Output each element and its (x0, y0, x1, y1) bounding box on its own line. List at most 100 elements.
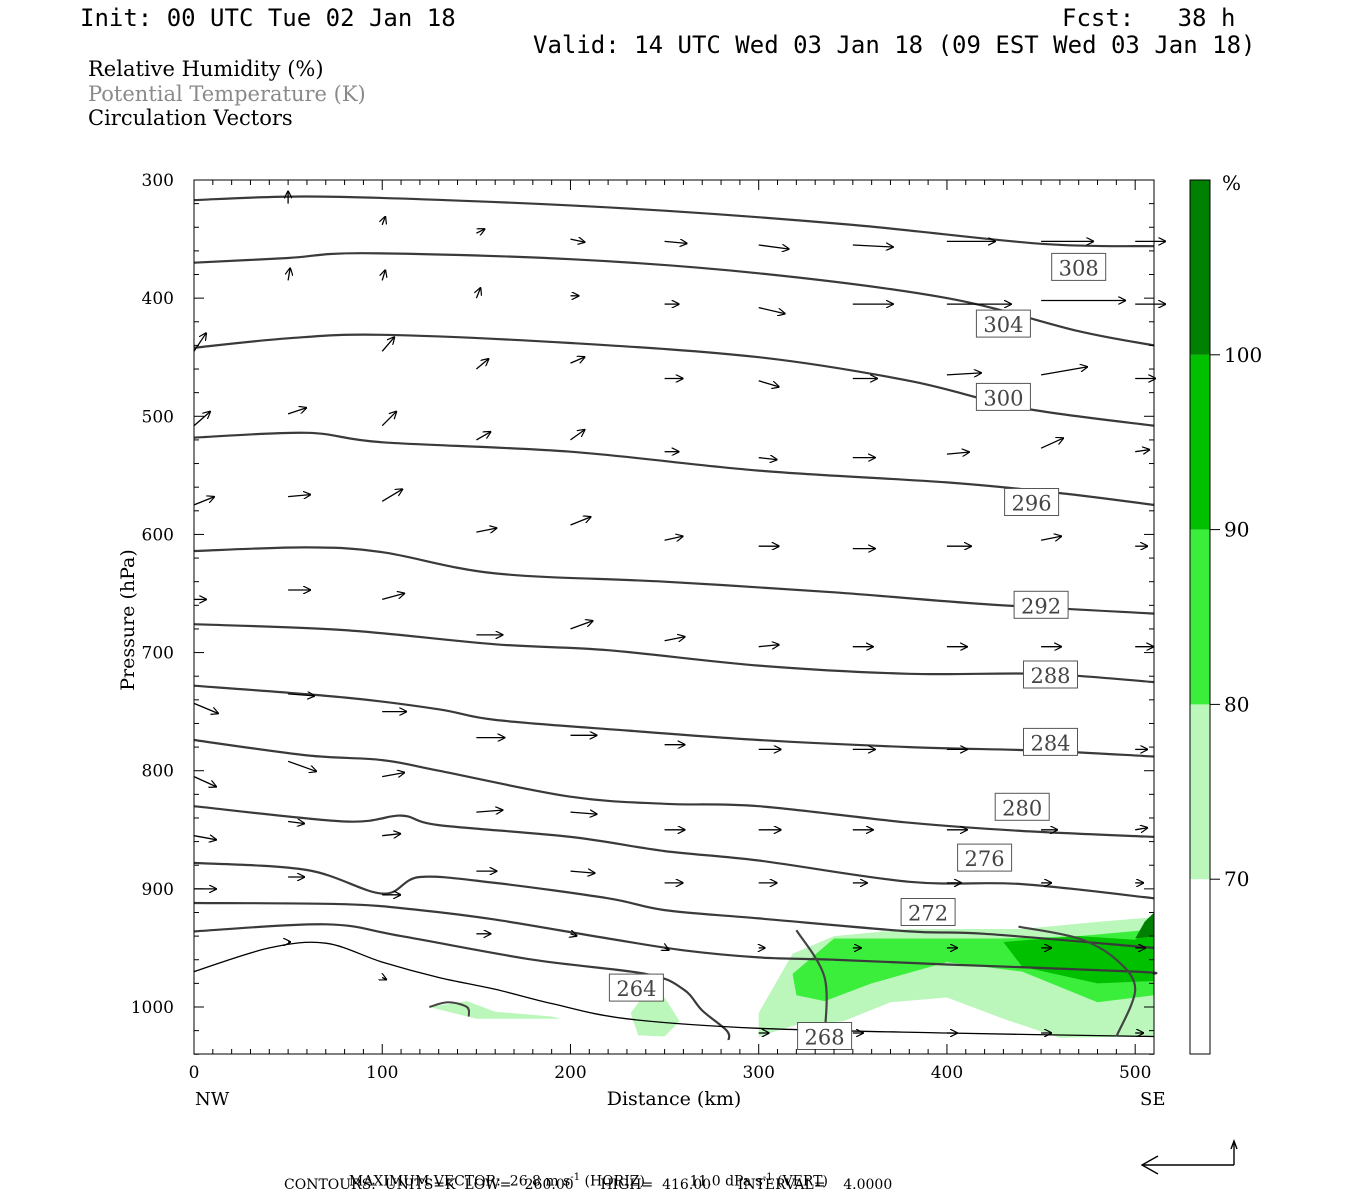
circulation-vector (193, 333, 206, 352)
legend-rh: Relative Humidity (%) (88, 57, 324, 81)
circulation-vector (758, 245, 789, 249)
circulation-vector (570, 812, 597, 814)
rh-region-100 (1135, 912, 1154, 939)
circulation-vector (382, 593, 404, 601)
isentrope-label: 276 (957, 843, 1013, 872)
colorbar-segment (1190, 180, 1210, 355)
x-tick-label: 500 (1119, 1063, 1151, 1083)
isentrope-label: 268 (797, 1022, 853, 1050)
y-tick-label: 1000 (131, 998, 174, 1018)
circulation-vector (570, 430, 585, 441)
circulation-vector (476, 288, 480, 299)
y-tick-label: 800 (142, 762, 174, 782)
circulation-vector (381, 412, 396, 427)
isentrope-label: 308 (1051, 252, 1107, 281)
x-tick-label: 300 (742, 1063, 774, 1083)
circulation-vector (287, 760, 316, 771)
circulation-vector (665, 948, 669, 950)
isentrope-label: 280 (994, 792, 1050, 821)
isentrope-line (193, 546, 1155, 615)
circulation-vector (1135, 828, 1147, 830)
isentrope-label-box (1023, 727, 1078, 756)
max-vector-line: MAXIMUM VECTOR: 26.8 m s-1 (HORIZ) 11.0 … (340, 1159, 828, 1189)
isentrope-label-box (900, 898, 956, 926)
y-tick-label: 900 (142, 880, 174, 900)
isentrope-line (1018, 925, 1137, 1037)
isentrope-label: 288 (1023, 660, 1078, 689)
circulation-vector (1040, 438, 1063, 449)
isentrope-label-text: 296 (1012, 492, 1052, 516)
isentrope-line (193, 684, 1155, 758)
circulation-vector (946, 452, 969, 454)
isentrope-label-box (608, 973, 664, 1002)
horiz-unit: (HORIZ) (584, 1173, 645, 1190)
contour-info-line: CONTOURS: UNITS=K LOW= 260.00 HIGH= 416.… (284, 1177, 893, 1193)
isentrope-label-text: 288 (1030, 664, 1070, 688)
isentrope-label-text: 272 (908, 902, 948, 926)
y-tick-label: 700 (142, 644, 174, 664)
max-vector-horiz: MAXIMUM VECTOR: 26.8 m s (348, 1173, 571, 1190)
vert-unit: (VERT) (777, 1173, 828, 1190)
circulation-vector (758, 458, 777, 460)
x-right-end-label: SE (1140, 1089, 1165, 1110)
circulation-vector (288, 694, 314, 696)
colorbar-level-label: 80 (1224, 692, 1249, 716)
circulation-vector (570, 357, 585, 364)
isentrope-label: 292 (1013, 590, 1069, 619)
isentrope-label-text: 268 (805, 1026, 845, 1050)
x-axis-title: Distance (km) (607, 1088, 742, 1110)
x-tick-label: 0 (189, 1063, 200, 1083)
circulation-vector (288, 822, 304, 824)
colorbar-level-label: 90 (1224, 518, 1249, 542)
isentrope-label: 272 (900, 898, 956, 926)
y-tick-label: 300 (142, 171, 174, 191)
colorbar-unit: % (1222, 171, 1241, 195)
valid-time: Valid: 14 UTC Wed 03 Jan 18 (09 EST Wed … (533, 31, 1256, 59)
isentrope-line (193, 195, 1155, 248)
y-tick-label: 600 (142, 525, 174, 545)
isentrope-label-text: 304 (983, 313, 1023, 337)
isentrope-label-text: 308 (1059, 256, 1099, 280)
circulation-vector (1040, 536, 1061, 540)
circulation-vector (852, 245, 893, 247)
isentrope-label: 296 (1004, 488, 1060, 516)
isentrope-label: 300 (975, 382, 1031, 411)
isentrope-label: 264 (608, 973, 664, 1002)
circulation-vector (381, 489, 402, 502)
circulation-vector (193, 497, 214, 506)
x-left-end-label: NW (195, 1089, 230, 1110)
circulation-vector (758, 380, 779, 387)
plot-frame (193, 179, 1155, 1055)
circulation-vector (382, 978, 386, 980)
circulation-vector (476, 432, 490, 441)
isentrope-line (193, 738, 1155, 838)
max-vector-vert: 11.0 dPa s (689, 1173, 763, 1190)
isentrope-label-text: 284 (1030, 731, 1070, 755)
colorbar-segment (1190, 704, 1210, 880)
isentrope-line (193, 623, 1155, 684)
circulation-vector (476, 810, 502, 812)
isentrope-label-box (975, 309, 1031, 338)
isentrope-label-box (957, 843, 1013, 872)
circulation-vector (475, 359, 488, 370)
circulation-vector (288, 268, 290, 281)
isentrope-line (429, 1001, 471, 1017)
colorbar-frame (1189, 179, 1211, 1055)
circulation-vector (382, 217, 385, 226)
isentrope-label: 304 (975, 309, 1031, 338)
isentrope-label-text: 300 (983, 386, 1023, 410)
circulation-vector (476, 528, 496, 532)
isentrope-line (193, 941, 1155, 1038)
circulation-vector (758, 645, 779, 647)
isentrope-label-box (797, 1022, 853, 1050)
y-tick-label: 400 (142, 289, 174, 309)
isentrope-label-box (994, 792, 1050, 821)
isentrope-label-box (1023, 660, 1078, 689)
isentrope-label-text: 280 (1002, 796, 1042, 820)
axes: 0 100 200 300 400 500 300 400 500 600 700 800 900 100… (131, 171, 1155, 1083)
isentrope-label: 284 (1023, 727, 1078, 756)
circulation-vector (1040, 367, 1087, 376)
circulation-vector (664, 536, 683, 540)
isentrope-line (193, 333, 1155, 427)
x-tick-label: 100 (366, 1063, 398, 1083)
